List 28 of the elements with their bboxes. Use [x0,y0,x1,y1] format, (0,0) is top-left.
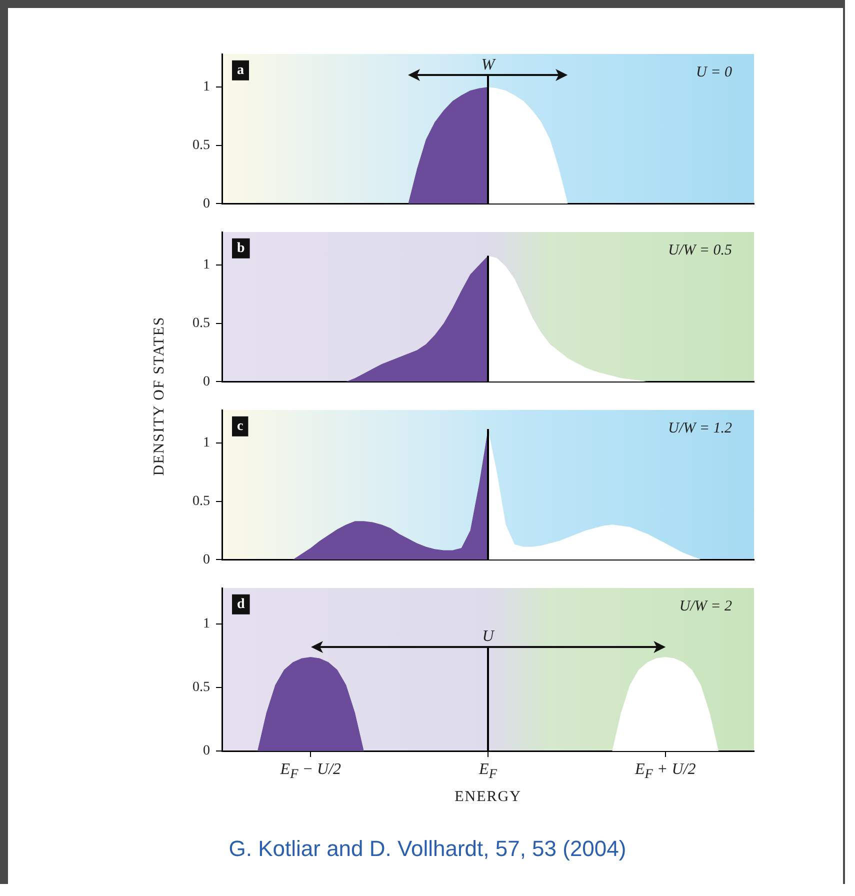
y-tick-label: 0 [203,552,210,568]
y-tick-label: 0.5 [192,316,210,331]
annotation: d [236,597,245,612]
y-tick-label: 0.5 [192,138,210,153]
x-tick-label: E$_{F}$ − U/2 [280,761,342,782]
annotation: U/W = 2 [679,598,732,614]
x-tick-label: E$_{F}$ [479,761,497,782]
annotation: b [236,241,245,256]
annotation: a [237,63,244,78]
y-axis-title: DENSITY OF STATES [152,316,168,476]
annotation: c [237,419,244,434]
x-tick-label: E$_{F}$ + U/2 [634,761,696,782]
annotation: W [481,56,496,74]
y-tick-label: 0 [203,374,210,390]
y-tick-label: 0 [203,744,210,759]
y-tick-label: 1 [203,80,210,95]
annotation: U/W = 0.5 [668,242,732,258]
y-tick-label: 0 [203,196,210,212]
y-tick-label: 0.5 [192,494,210,509]
text: G. Kotliar and D. Vollhardt, 57, 53 (2004) [228,836,628,862]
annotation: U = 0 [696,64,732,80]
annotation: U/W = 1.2 [668,420,732,436]
annotation: U [482,628,496,646]
x-axis-title: ENERGY [454,789,522,806]
y-tick-label: 0.5 [192,680,210,696]
y-tick-label: 1 [203,436,210,451]
y-tick-label: 1 [203,616,210,632]
y-tick-label: 1 [203,258,210,273]
